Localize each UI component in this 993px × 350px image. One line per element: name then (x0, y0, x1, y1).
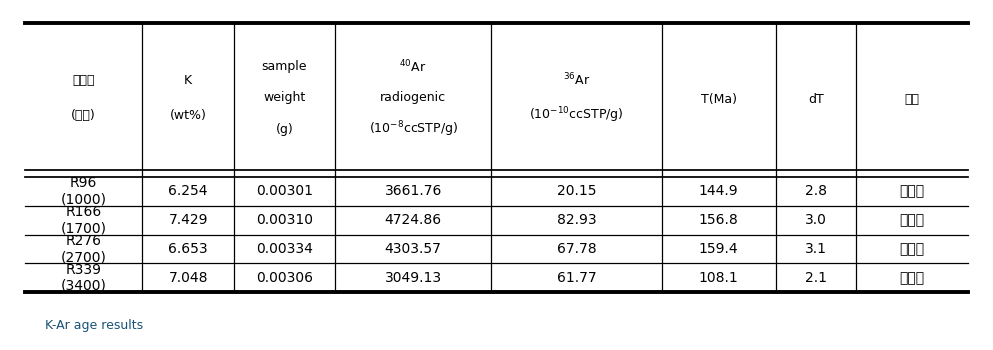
Text: 4724.86: 4724.86 (384, 213, 442, 227)
Text: $^{40}$Ar: $^{40}$Ar (399, 58, 427, 75)
Text: dT: dT (808, 93, 824, 106)
Text: 7.429: 7.429 (169, 213, 208, 227)
Text: R339
(3400): R339 (3400) (61, 263, 106, 293)
Text: 0.00310: 0.00310 (256, 213, 313, 227)
Text: 흑운모: 흑운모 (900, 271, 924, 285)
Text: (10$^{-8}$ccSTP/g): (10$^{-8}$ccSTP/g) (368, 120, 458, 139)
Text: 67.78: 67.78 (557, 242, 597, 256)
Text: 20.15: 20.15 (557, 184, 596, 198)
Text: 2.1: 2.1 (805, 271, 827, 285)
Text: 156.8: 156.8 (699, 213, 739, 227)
Text: 비고: 비고 (905, 93, 920, 106)
Text: 6.254: 6.254 (169, 184, 208, 198)
Text: 0.00306: 0.00306 (256, 271, 313, 285)
Text: 3049.13: 3049.13 (384, 271, 442, 285)
Text: 7.048: 7.048 (169, 271, 208, 285)
Text: 시료명: 시료명 (72, 74, 94, 87)
Text: K: K (184, 74, 193, 87)
Text: 흑운모: 흑운모 (900, 242, 924, 256)
Text: sample: sample (262, 60, 307, 73)
Text: R166
(1700): R166 (1700) (61, 205, 106, 235)
Text: K-Ar age results: K-Ar age results (45, 319, 143, 332)
Text: (10$^{-10}$ccSTP/g): (10$^{-10}$ccSTP/g) (529, 106, 624, 125)
Text: 3.1: 3.1 (805, 242, 827, 256)
Text: (g): (g) (276, 123, 293, 136)
Text: 3661.76: 3661.76 (384, 184, 442, 198)
Text: 159.4: 159.4 (699, 242, 739, 256)
Text: 2.8: 2.8 (805, 184, 827, 198)
Text: weight: weight (263, 91, 306, 105)
Text: 144.9: 144.9 (699, 184, 739, 198)
Text: 0.00334: 0.00334 (256, 242, 313, 256)
Text: T(Ma): T(Ma) (701, 93, 737, 106)
Text: radiogenic: radiogenic (380, 91, 446, 105)
Text: 흑운모: 흑운모 (900, 213, 924, 227)
Text: (wt%): (wt%) (170, 109, 207, 122)
Text: 6.653: 6.653 (169, 242, 208, 256)
Text: 0.00301: 0.00301 (256, 184, 313, 198)
Text: 82.93: 82.93 (557, 213, 597, 227)
Text: R276
(2700): R276 (2700) (61, 234, 106, 264)
Text: $^{36}$Ar: $^{36}$Ar (563, 72, 590, 89)
Text: 61.77: 61.77 (557, 271, 597, 285)
Text: R96
(1000): R96 (1000) (61, 176, 106, 206)
Text: 108.1: 108.1 (699, 271, 739, 285)
Text: 흑운모: 흑운모 (900, 184, 924, 198)
Text: 3.0: 3.0 (805, 213, 827, 227)
Text: (심도): (심도) (71, 109, 96, 122)
Text: 4303.57: 4303.57 (384, 242, 442, 256)
